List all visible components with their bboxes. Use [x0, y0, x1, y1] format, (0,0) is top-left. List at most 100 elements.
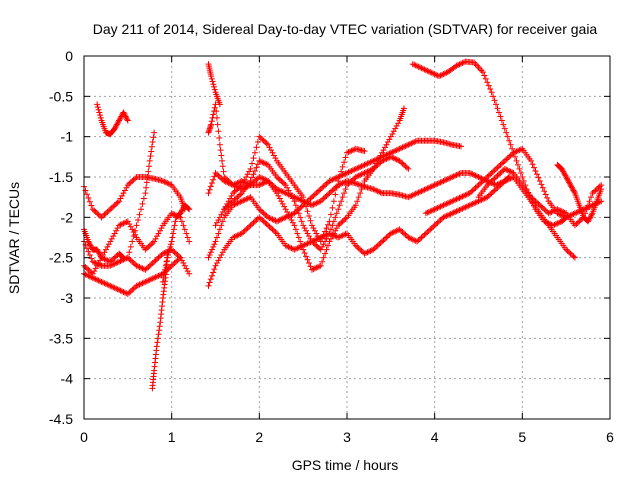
data-point	[332, 191, 339, 198]
data-point	[336, 221, 343, 228]
data-point	[487, 179, 494, 186]
data-point	[215, 230, 222, 237]
data-point	[352, 174, 359, 180]
data-point	[216, 174, 223, 180]
data-point	[211, 241, 218, 248]
data-point	[469, 171, 476, 178]
y-tick-label: -4.5	[49, 411, 73, 427]
x-tick-label: 1	[168, 429, 176, 445]
data-point	[184, 204, 191, 211]
data-point	[421, 186, 428, 193]
chart-title: Day 211 of 2014, Sidereal Day-to-day VTE…	[93, 21, 598, 37]
data-point	[262, 160, 269, 167]
data-point	[111, 254, 118, 261]
data-point	[112, 124, 119, 131]
data-point	[361, 169, 368, 176]
data-point	[151, 258, 158, 265]
data-point	[244, 171, 251, 178]
data-point	[313, 264, 320, 271]
data-point	[281, 189, 288, 196]
data-point	[91, 207, 98, 214]
data-point	[545, 210, 552, 217]
data-point	[313, 190, 320, 197]
data-point	[554, 220, 561, 227]
data-point	[168, 210, 175, 217]
data-point	[117, 258, 124, 265]
data-point	[399, 144, 406, 151]
x-tick-label: 4	[431, 429, 439, 445]
data-point	[149, 239, 156, 246]
data-point	[150, 134, 157, 141]
data-point	[165, 249, 172, 256]
data-point	[172, 218, 179, 225]
data-point	[406, 235, 413, 242]
data-point	[117, 287, 124, 294]
data-point	[417, 64, 424, 71]
data-point	[114, 120, 121, 127]
data-point	[145, 264, 152, 271]
data-point	[257, 174, 264, 181]
data-point	[565, 178, 572, 185]
data-point	[284, 184, 291, 191]
data-point	[476, 180, 483, 187]
data-point	[379, 157, 386, 164]
data-point	[406, 193, 413, 200]
data-point	[206, 251, 213, 258]
data-point	[268, 147, 275, 154]
data-point	[360, 183, 367, 190]
data-point	[259, 180, 266, 187]
data-point	[313, 230, 320, 237]
data-point	[428, 183, 435, 190]
y-tick-label: -1.5	[49, 169, 73, 185]
data-point	[151, 238, 158, 245]
data-point	[463, 203, 470, 210]
data-point	[468, 188, 475, 195]
data-point	[513, 148, 520, 155]
data-point	[136, 264, 143, 271]
data-point	[411, 191, 418, 198]
data-point	[295, 196, 302, 203]
data-point	[472, 199, 479, 206]
data-point	[386, 136, 393, 143]
data-point	[210, 111, 217, 118]
data-point	[466, 169, 473, 176]
data-point	[143, 184, 150, 191]
data-point	[276, 195, 283, 202]
data-point	[569, 251, 576, 258]
data-point	[384, 233, 391, 240]
data-point	[205, 254, 212, 261]
data-point	[393, 147, 400, 154]
data-point	[588, 194, 595, 201]
data-point	[254, 161, 261, 168]
data-point	[418, 188, 425, 195]
series-arc-17	[409, 58, 570, 229]
data-point	[488, 178, 495, 185]
data-point	[317, 238, 324, 245]
data-point	[130, 285, 137, 292]
data-point	[585, 202, 592, 209]
data-point	[434, 204, 441, 211]
data-point	[235, 231, 242, 238]
data-point	[387, 153, 394, 160]
data-point	[399, 160, 406, 167]
data-point	[361, 250, 368, 257]
data-point	[504, 155, 511, 162]
data-point	[383, 155, 390, 162]
data-point	[437, 203, 444, 210]
data-point	[457, 194, 464, 201]
data-point	[344, 149, 350, 156]
data-point	[297, 196, 304, 203]
data-point	[335, 222, 342, 229]
data-point	[307, 217, 314, 224]
data-point	[561, 209, 568, 216]
data-point	[411, 61, 418, 68]
data-point	[227, 180, 234, 187]
data-point	[533, 199, 540, 206]
data-point	[234, 200, 241, 207]
data-point	[352, 242, 359, 249]
data-point	[114, 286, 121, 293]
data-point	[542, 219, 549, 226]
data-point	[149, 275, 156, 282]
data-point	[94, 247, 101, 254]
data-point	[278, 216, 285, 223]
